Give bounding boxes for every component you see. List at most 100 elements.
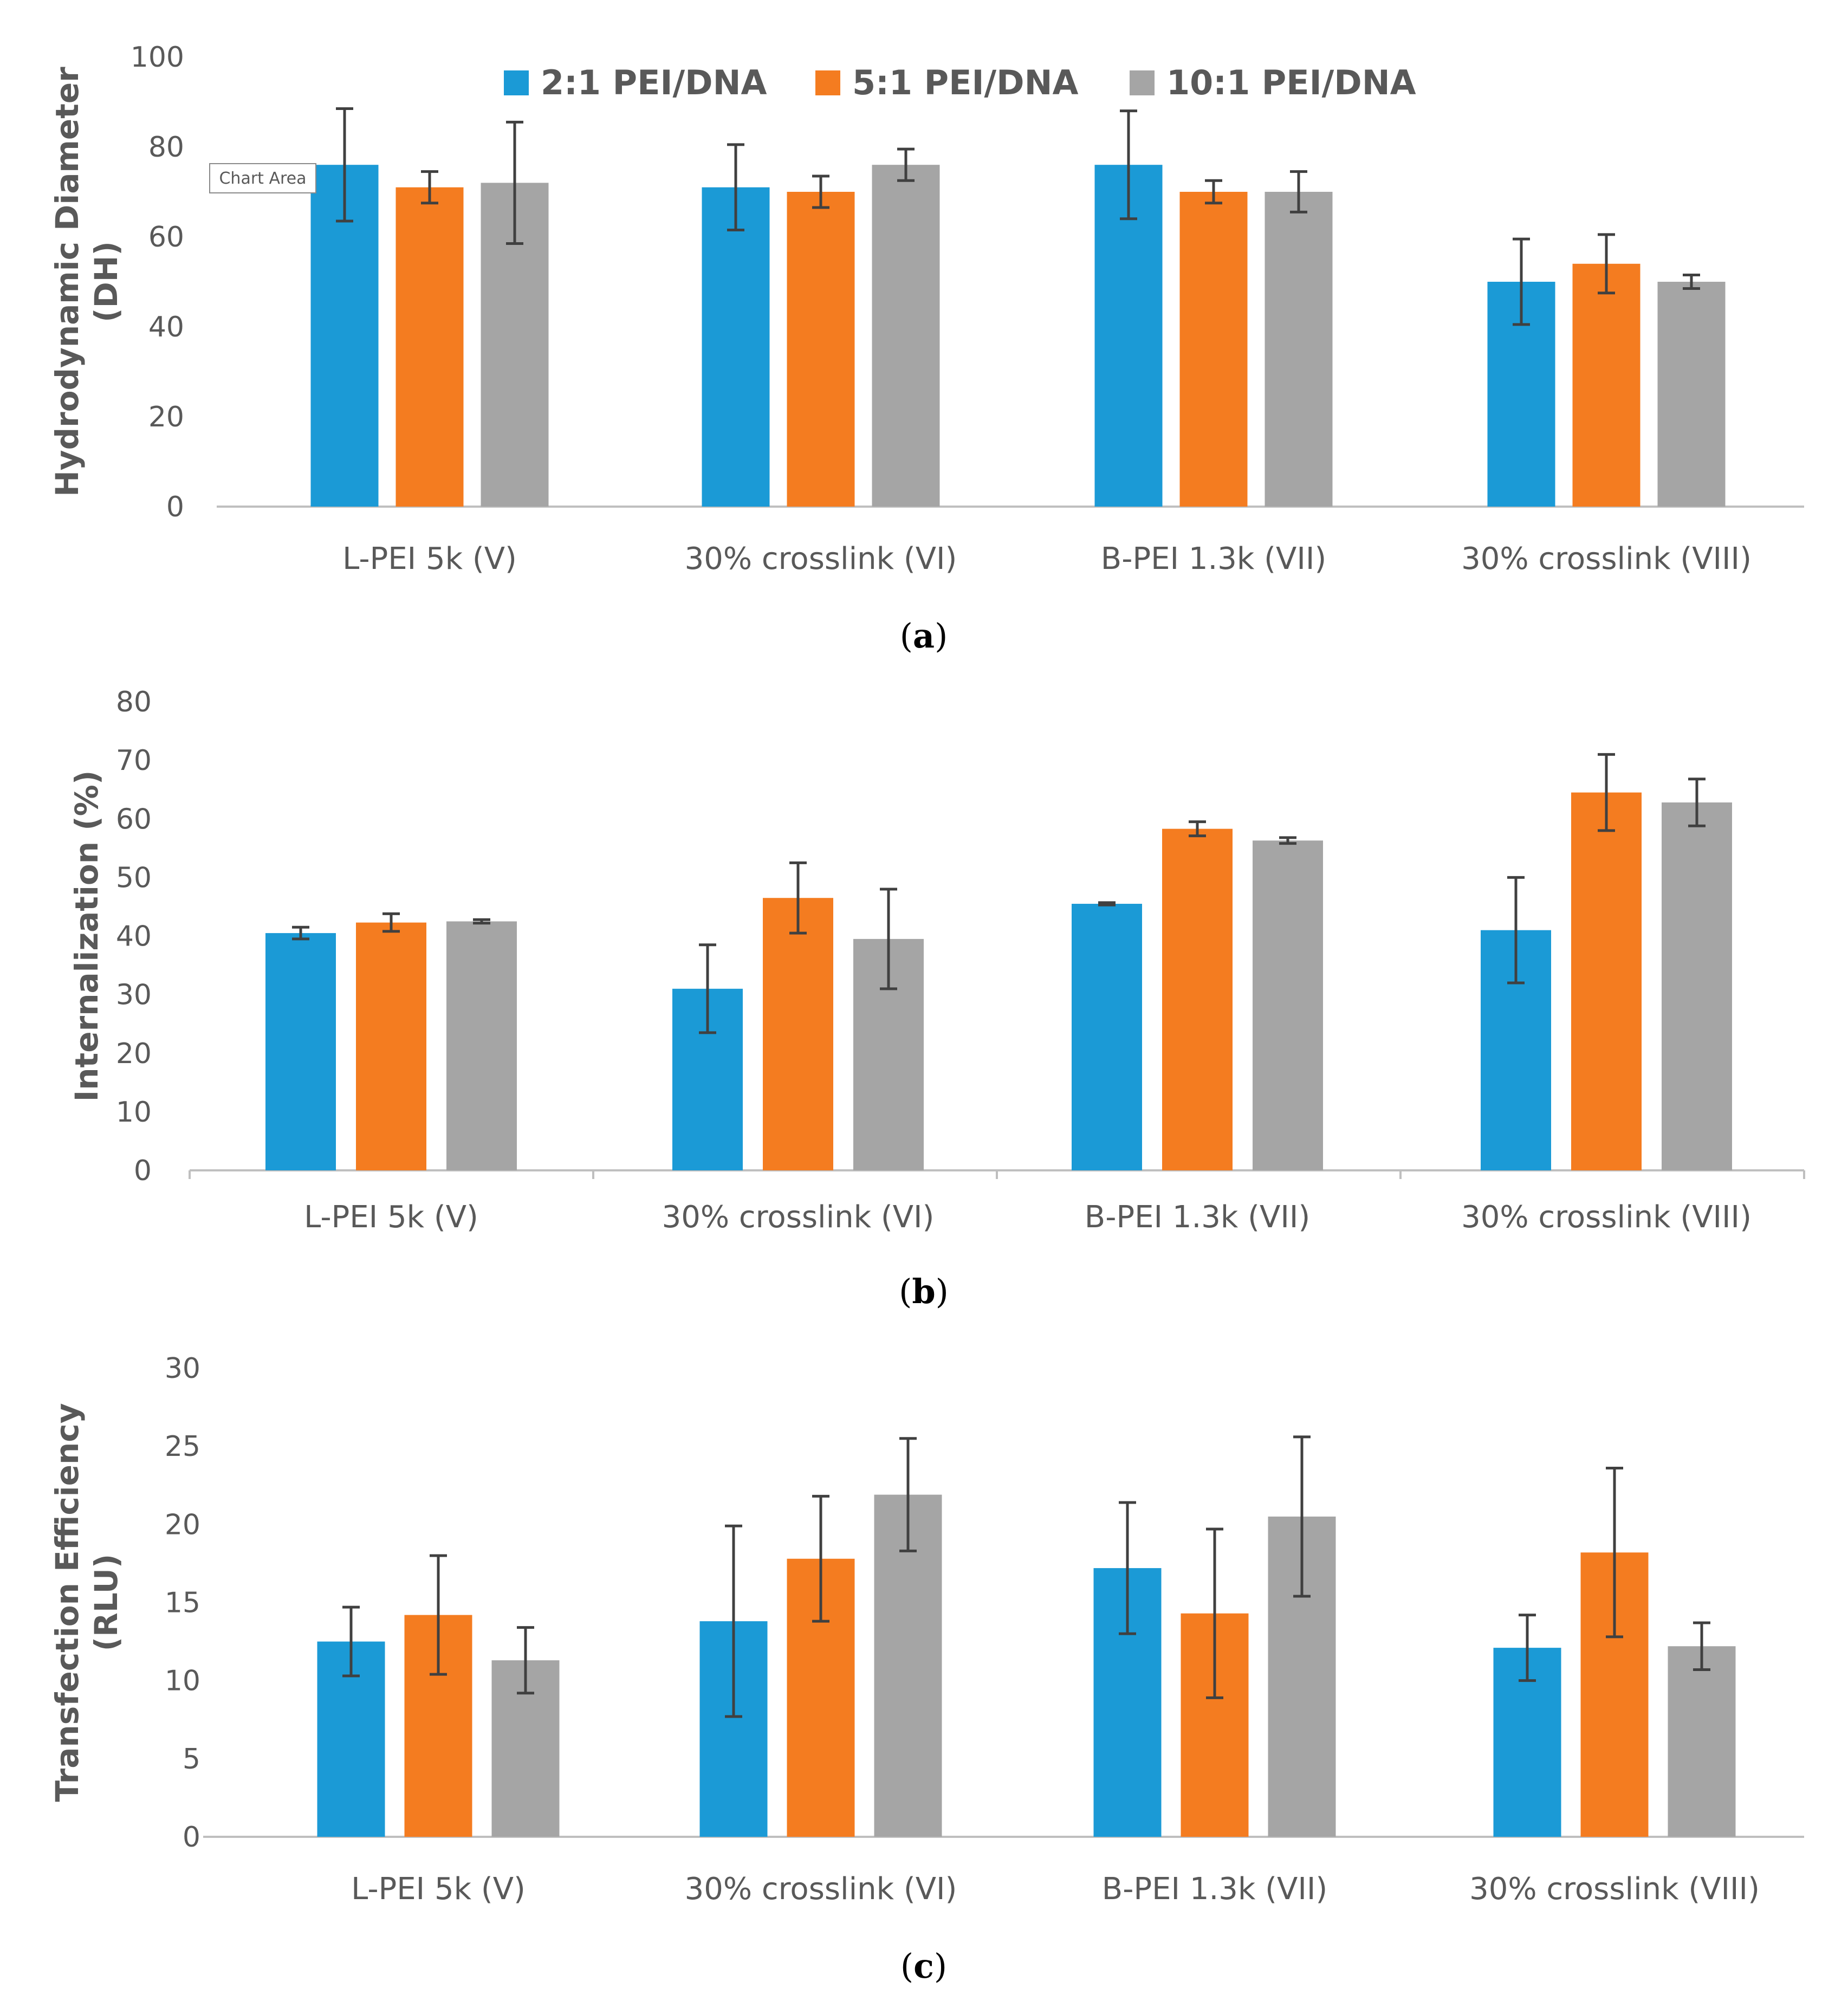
legend: 2:1 PEI/DNA 5:1 PEI/DNA 10:1 PEI/DNA: [504, 63, 1416, 102]
error-bar: [430, 1554, 447, 1676]
error-bar: [1098, 901, 1116, 906]
bar-a-2-3: [872, 165, 940, 507]
bar-b-4-3: [1662, 802, 1732, 1170]
y-axis-label: Internalization (%): [68, 770, 105, 1102]
bar-b-4-2: [1571, 792, 1642, 1170]
y-axis-label: Hydrodynamic Diameter: [49, 67, 86, 497]
caption-paren-close: ): [934, 1946, 947, 1986]
error-bar: [1279, 836, 1296, 845]
bar-b-1-1: [265, 933, 336, 1170]
y-tick-label: 70: [116, 744, 152, 777]
y-tick-label: 10: [116, 1096, 152, 1129]
category-label: 30% crosslink (VIII): [1461, 541, 1752, 577]
y-tick-label: 25: [165, 1430, 200, 1463]
error-bar: [292, 925, 309, 941]
category-label: 30% crosslink (VIII): [1469, 1871, 1760, 1907]
error-bar: [812, 1494, 829, 1623]
error-bar: [1120, 109, 1137, 221]
y-axis-label: Transfection Efficiency: [49, 1403, 86, 1802]
error-bar: [1598, 233, 1615, 295]
legend-label: 10:1 PEI/DNA: [1166, 63, 1416, 102]
bar-c-4-3: [1668, 1646, 1736, 1837]
caption-letter: b: [912, 1272, 935, 1311]
y-axis-label: (RLU): [88, 1554, 125, 1652]
category-label: B-PEI 1.3k (VII): [1085, 1200, 1310, 1235]
y-tick-label: 10: [165, 1665, 200, 1698]
bar-b-3-1: [1072, 904, 1142, 1170]
y-tick-label: 60: [116, 803, 152, 836]
bar-a-4-2: [1572, 263, 1640, 507]
bar-b-3-3: [1253, 840, 1323, 1170]
bar-a-3-2: [1179, 192, 1248, 507]
category-label: 30% crosslink (VI): [685, 1871, 957, 1907]
tooltip-box: [209, 163, 316, 193]
bar-b-3-2: [1162, 828, 1233, 1170]
bar-b-2-2: [763, 898, 833, 1170]
error-bar: [1693, 1621, 1710, 1671]
legend-swatch: [504, 70, 529, 95]
category-label: B-PEI 1.3k (VII): [1102, 1871, 1327, 1907]
error-bar: [1119, 1501, 1136, 1635]
category-label: 30% crosslink (VI): [662, 1200, 935, 1235]
caption-paren-close: ): [935, 616, 948, 656]
error-bar: [725, 1524, 742, 1718]
tooltip-label: Chart Area: [219, 169, 306, 188]
y-tick-label: 50: [116, 862, 152, 894]
y-tick-label: 80: [148, 131, 184, 164]
error-bar: [1189, 820, 1206, 838]
y-tick-label: 40: [148, 311, 184, 344]
legend-label: 5:1 PEI/DNA: [852, 63, 1079, 102]
error-bar: [699, 943, 716, 1034]
category-label: 30% crosslink (VI): [685, 541, 957, 577]
category-label: L-PEI 5k (V): [351, 1871, 526, 1907]
y-tick-label: 20: [116, 1038, 152, 1070]
caption-letter: c: [913, 1946, 934, 1986]
error-bar: [336, 107, 353, 223]
bar-b-1-2: [356, 922, 426, 1170]
error-bar: [1688, 778, 1706, 827]
y-axis-label: (DH): [88, 241, 125, 322]
error-bar: [1293, 1435, 1311, 1598]
legend-swatch: [1130, 70, 1155, 95]
y-tick-label: 0: [183, 1821, 200, 1854]
chart-panel-b: 0 10 20 30 40 50 60 70 80 Internalization (%) L-PE…: [68, 686, 1805, 1311]
category-label: 30% crosslink (VIII): [1461, 1200, 1752, 1235]
y-tick-label: 0: [134, 1155, 152, 1187]
error-bar: [1519, 1614, 1536, 1682]
caption-letter: a: [913, 616, 935, 656]
y-tick-label: 30: [165, 1352, 200, 1385]
bar-a-1-2: [395, 187, 464, 507]
chart-panel-a: 0 20 40 60 80 100 Hydrodynamic Diameter (DH) L-P…: [49, 41, 1804, 656]
category-label: B-PEI 1.3k (VII): [1101, 541, 1326, 577]
panel-caption: (a): [900, 616, 948, 656]
legend-label: 2:1 PEI/DNA: [541, 63, 767, 102]
error-bar: [506, 120, 523, 245]
y-tick-label: 80: [116, 686, 152, 718]
error-bar: [1606, 1467, 1623, 1639]
error-bar: [880, 888, 897, 990]
bar-a-2-2: [787, 192, 855, 507]
chart-panel-c: 0 5 10 15 20 25 30 Transfection Efficiency (RLU)…: [49, 1352, 1804, 1986]
error-bar: [727, 143, 744, 232]
caption-paren-open: (: [899, 1272, 912, 1311]
caption-paren-open: (: [900, 1946, 913, 1986]
error-bar: [1205, 179, 1222, 205]
category-label: L-PEI 5k (V): [342, 541, 517, 577]
error-bar: [789, 861, 807, 935]
error-bar: [899, 1437, 917, 1552]
y-tick-label: 100: [131, 41, 184, 74]
bar-b-1-3: [446, 921, 517, 1170]
error-bar: [1513, 237, 1530, 326]
y-tick-label: 20: [165, 1508, 200, 1541]
caption-paren-close: ): [936, 1272, 949, 1311]
error-bar: [517, 1626, 534, 1695]
error-bar: [473, 918, 490, 925]
error-bar: [421, 170, 438, 205]
y-tick-label: 15: [165, 1587, 200, 1620]
bar-a-3-1: [1094, 165, 1163, 507]
y-tick-label: 60: [148, 221, 184, 254]
error-bar: [812, 174, 829, 209]
y-tick-label: 30: [116, 979, 152, 1012]
chart-area-tooltip: Chart Area: [209, 163, 316, 193]
